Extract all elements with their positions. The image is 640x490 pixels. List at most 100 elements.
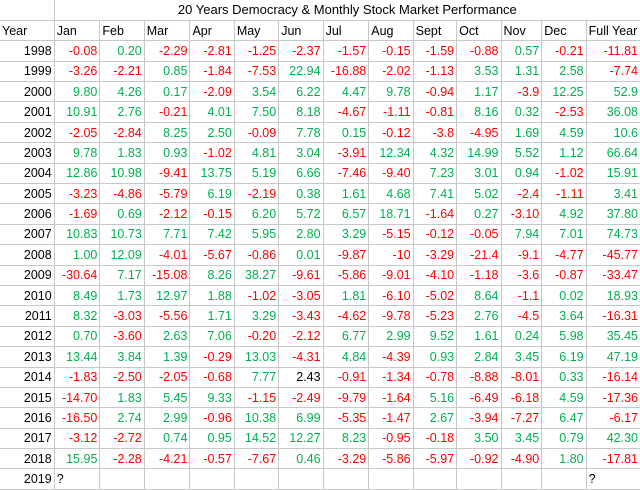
value-cell[interactable]: -0.20 xyxy=(234,326,280,348)
value-cell[interactable]: -0.78 xyxy=(413,367,458,388)
value-cell[interactable]: -1.57 xyxy=(323,40,370,62)
value-cell[interactable]: -9.40 xyxy=(368,163,414,185)
column-header-year[interactable]: Year xyxy=(0,20,55,42)
value-cell[interactable]: 7.41 xyxy=(413,183,458,205)
value-cell[interactable]: 8.16 xyxy=(456,101,502,123)
value-cell[interactable]: -0.21 xyxy=(541,40,587,62)
value-cell[interactable]: -4.86 xyxy=(99,183,145,205)
value-cell[interactable]: 0.24 xyxy=(501,326,543,348)
value-cell[interactable]: 15.95 xyxy=(54,448,101,470)
value-cell[interactable] xyxy=(413,468,458,490)
value-cell[interactable]: -45.77 xyxy=(586,244,640,266)
value-cell[interactable]: -7.53 xyxy=(234,61,280,83)
year-cell[interactable]: 2009 xyxy=(0,265,55,286)
value-cell[interactable]: 1.31 xyxy=(501,61,543,83)
value-cell[interactable]: -3.6 xyxy=(501,265,543,286)
value-cell[interactable]: 5.45 xyxy=(144,387,191,409)
value-cell[interactable]: 47.19 xyxy=(586,346,640,368)
value-cell[interactable]: 8.25 xyxy=(144,122,191,144)
value-cell[interactable]: 12.97 xyxy=(144,285,191,307)
value-cell[interactable]: 10.98 xyxy=(99,163,145,185)
value-cell[interactable]: -3.03 xyxy=(99,305,145,327)
value-cell[interactable] xyxy=(99,468,145,490)
value-cell[interactable]: 10.83 xyxy=(54,224,101,246)
year-cell[interactable]: 2001 xyxy=(0,101,55,123)
value-cell[interactable]: -0.92 xyxy=(456,448,502,470)
value-cell[interactable]: -1.83 xyxy=(54,367,101,388)
value-cell[interactable]: 6.20 xyxy=(234,203,280,225)
value-cell[interactable]: 4.59 xyxy=(541,122,587,144)
value-cell[interactable]: -1.02 xyxy=(541,163,587,185)
column-header-sept[interactable]: Sept xyxy=(413,20,458,42)
year-cell[interactable]: 1998 xyxy=(0,40,55,62)
value-cell[interactable]: -2.72 xyxy=(99,428,145,450)
year-cell[interactable]: 2008 xyxy=(0,244,55,266)
value-cell[interactable]: -2.05 xyxy=(54,122,101,144)
value-cell[interactable]: 4.01 xyxy=(189,101,235,123)
value-cell[interactable]: -17.36 xyxy=(586,387,640,409)
value-cell[interactable]: 0.93 xyxy=(144,142,191,164)
year-cell[interactable]: 2010 xyxy=(0,285,55,307)
value-cell[interactable]: -0.94 xyxy=(413,81,458,103)
value-cell[interactable]: -1.47 xyxy=(368,407,414,429)
value-cell[interactable]: 3.45 xyxy=(501,346,543,368)
value-cell[interactable]: -2.05 xyxy=(144,367,191,388)
value-cell[interactable]: -4.39 xyxy=(368,346,414,368)
value-cell[interactable]: -0.81 xyxy=(413,101,458,123)
value-cell[interactable] xyxy=(541,468,587,490)
value-cell[interactable]: 3.84 xyxy=(99,346,145,368)
column-header-jan[interactable]: Jan xyxy=(54,20,101,42)
value-cell[interactable]: -3.29 xyxy=(413,244,458,266)
value-cell[interactable]: 0.57 xyxy=(501,40,543,62)
value-cell[interactable]: -4.77 xyxy=(541,244,587,266)
value-cell[interactable]: -5.02 xyxy=(413,285,458,307)
value-cell[interactable]: -2.50 xyxy=(99,367,145,388)
value-cell[interactable]: -16.50 xyxy=(54,407,101,429)
value-cell[interactable]: -3.10 xyxy=(501,203,543,225)
value-cell[interactable]: -0.95 xyxy=(368,428,414,450)
value-cell[interactable]: 6.19 xyxy=(541,346,587,368)
value-cell[interactable]: 0.46 xyxy=(278,448,324,470)
value-cell[interactable]: -5.56 xyxy=(144,305,191,327)
value-cell[interactable]: 4.81 xyxy=(234,142,280,164)
value-cell[interactable] xyxy=(144,468,191,490)
value-cell[interactable]: -5.79 xyxy=(144,183,191,205)
value-cell[interactable]: 18.93 xyxy=(586,285,640,307)
value-cell[interactable]: -0.18 xyxy=(413,428,458,450)
value-cell[interactable]: 2.50 xyxy=(189,122,235,144)
value-cell[interactable]: -2.02 xyxy=(368,61,414,83)
value-cell[interactable]: 2.74 xyxy=(99,407,145,429)
value-cell[interactable]: -1.18 xyxy=(456,265,502,286)
value-cell[interactable]: 14.52 xyxy=(234,428,280,450)
value-cell[interactable]: 2.80 xyxy=(278,224,324,246)
value-cell[interactable]: -9.87 xyxy=(323,244,370,266)
value-cell[interactable]: 5.72 xyxy=(278,203,324,225)
value-cell[interactable]: -0.91 xyxy=(323,367,370,388)
value-cell[interactable]: 9.33 xyxy=(189,387,235,409)
value-cell[interactable]: 7.17 xyxy=(99,265,145,286)
value-cell[interactable]: 7.50 xyxy=(234,101,280,123)
value-cell[interactable]: -4.95 xyxy=(456,122,502,144)
value-cell[interactable]: 4.47 xyxy=(323,81,370,103)
year-cell[interactable]: 2007 xyxy=(0,224,55,246)
value-cell[interactable] xyxy=(501,468,543,490)
value-cell[interactable]: -2.53 xyxy=(541,101,587,123)
value-cell[interactable] xyxy=(278,468,324,490)
value-cell[interactable]: 7.23 xyxy=(413,163,458,185)
value-cell[interactable]: 4.26 xyxy=(99,81,145,103)
value-cell[interactable]: -4.10 xyxy=(413,265,458,286)
year-cell[interactable]: 2014 xyxy=(0,367,55,388)
value-cell[interactable] xyxy=(189,468,235,490)
value-cell[interactable]: -0.09 xyxy=(234,122,280,144)
value-cell[interactable]: 2.99 xyxy=(368,326,414,348)
value-cell[interactable]: 4.68 xyxy=(368,183,414,205)
value-cell[interactable]: 7.71 xyxy=(144,224,191,246)
value-cell[interactable]: -9.1 xyxy=(501,244,543,266)
value-cell[interactable]: 1.81 xyxy=(323,285,370,307)
value-cell[interactable]: 2.76 xyxy=(99,101,145,123)
year-cell[interactable]: 2002 xyxy=(0,122,55,144)
year-cell[interactable]: 2019 xyxy=(0,468,55,490)
value-cell[interactable]: -9.78 xyxy=(368,305,414,327)
value-cell[interactable]: -6.49 xyxy=(456,387,502,409)
value-cell[interactable]: 0.17 xyxy=(144,81,191,103)
